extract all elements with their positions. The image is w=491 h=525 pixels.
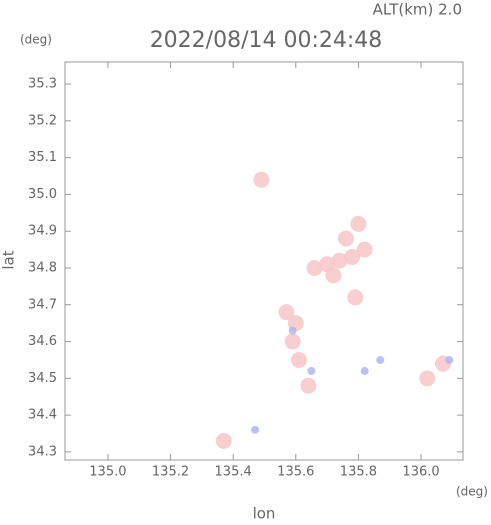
echo-point bbox=[284, 333, 301, 350]
echo-point bbox=[331, 252, 348, 269]
y-tick-label: 34.7 bbox=[28, 297, 57, 312]
x-tick-label: 135.8 bbox=[340, 465, 377, 480]
y-tick-label: 34.6 bbox=[28, 334, 57, 349]
echo-point bbox=[300, 377, 317, 394]
x-tick-label: 136.0 bbox=[402, 465, 439, 480]
echo-point bbox=[337, 230, 354, 247]
y-tick-label: 35.3 bbox=[28, 77, 57, 92]
echo-point bbox=[251, 425, 260, 434]
y-tick-label: 34.9 bbox=[28, 224, 57, 239]
echo-point bbox=[307, 366, 316, 375]
echo-point bbox=[350, 215, 367, 232]
x-tick-label: 135.2 bbox=[152, 465, 189, 480]
echo-point bbox=[288, 326, 297, 335]
x-tick-label: 135.6 bbox=[277, 465, 314, 480]
echo-point bbox=[306, 259, 323, 276]
y-tick-label: 35.0 bbox=[28, 187, 57, 202]
altitude-label: ALT(km) 2.0 bbox=[373, 1, 462, 19]
echo-point bbox=[325, 267, 342, 284]
x-axis-label: lon bbox=[253, 505, 276, 522]
y-tick-label: 34.5 bbox=[28, 371, 57, 386]
y-unit: (deg) bbox=[20, 33, 52, 47]
y-tick-label: 35.2 bbox=[28, 113, 57, 128]
plot-frame bbox=[64, 61, 464, 461]
y-tick-label: 34.3 bbox=[28, 444, 57, 459]
echo-point bbox=[376, 355, 385, 364]
x-unit: (deg) bbox=[456, 485, 488, 499]
echo-point bbox=[360, 366, 369, 375]
echo-point bbox=[290, 351, 307, 368]
y-tick-label: 34.4 bbox=[28, 408, 57, 423]
chart-title: 2022/08/14 00:24:48 bbox=[150, 28, 383, 53]
echo-point bbox=[419, 370, 436, 387]
echo-point bbox=[215, 432, 232, 449]
x-tick-label: 135.0 bbox=[89, 465, 126, 480]
echo-point bbox=[347, 289, 364, 306]
echo-point bbox=[445, 355, 454, 364]
y-tick-label: 34.8 bbox=[28, 260, 57, 275]
echo-point bbox=[253, 171, 270, 188]
y-axis-label: lat bbox=[0, 250, 18, 269]
echo-point bbox=[344, 248, 361, 265]
echo-point bbox=[278, 304, 295, 321]
x-tick-label: 135.4 bbox=[215, 465, 252, 480]
y-tick-label: 35.1 bbox=[28, 150, 57, 165]
echo-point bbox=[356, 241, 373, 258]
